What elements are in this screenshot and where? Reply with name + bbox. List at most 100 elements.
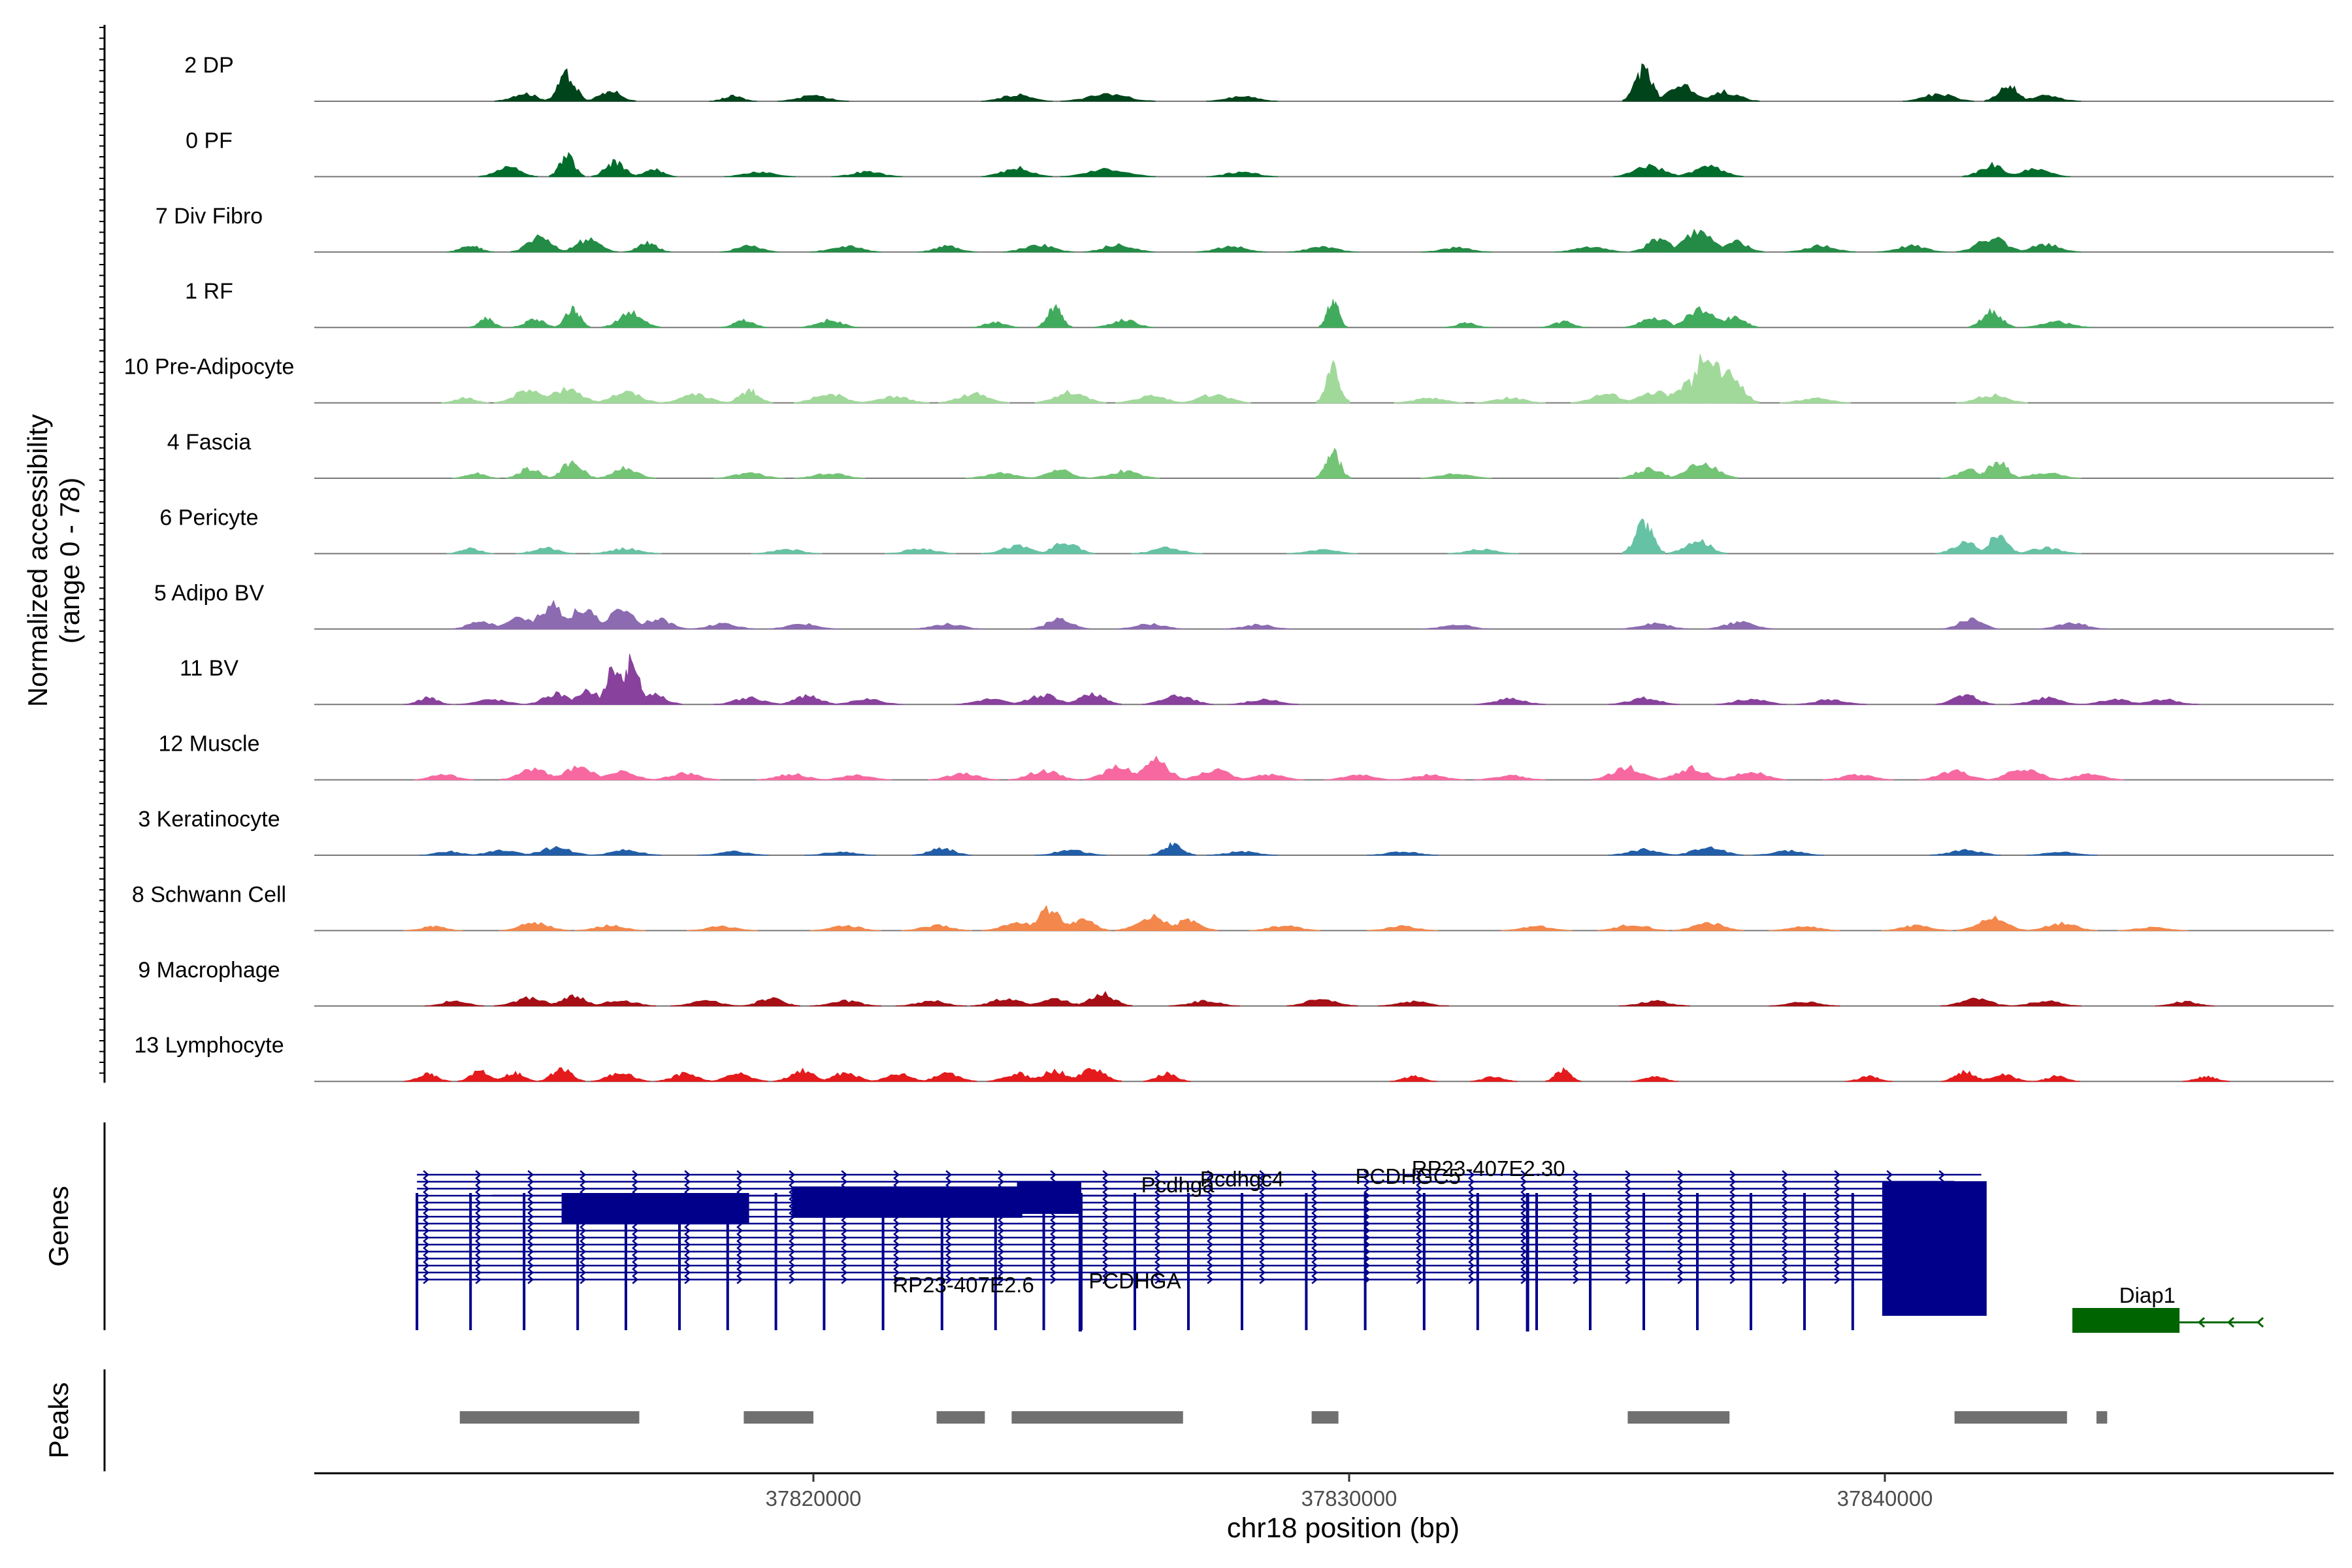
strand-arrow <box>736 1226 743 1235</box>
strand-arrow <box>1573 1240 1580 1249</box>
coverage-peak <box>965 472 1037 479</box>
strand-arrow <box>1311 1247 1318 1256</box>
strand-arrow <box>736 1254 743 1264</box>
strand-arrow <box>1782 1205 1789 1215</box>
strand-arrow <box>1102 1240 1109 1249</box>
strand-arrow <box>527 1261 534 1271</box>
strand-arrow <box>475 1198 482 1207</box>
coverage-peak <box>601 310 661 328</box>
coverage-peak <box>1073 990 1133 1007</box>
strand-arrow <box>632 1240 639 1249</box>
coverage-peak <box>404 1072 452 1082</box>
coverage-peak <box>938 391 1010 404</box>
coverage-peak <box>740 997 800 1007</box>
coverage-peak <box>1881 924 1953 931</box>
coverage-peak <box>1249 925 1321 931</box>
coverage-peak <box>1973 534 2021 554</box>
strand-arrow <box>998 1177 1005 1186</box>
strand-arrow <box>1834 1247 1841 1256</box>
strand-arrow <box>423 1275 430 1284</box>
strand-arrow <box>1154 1275 1162 1284</box>
exon-tick <box>1422 1193 1426 1330</box>
strand-arrow <box>841 1177 848 1186</box>
strand-arrow <box>1259 1240 1266 1249</box>
coverage-peak <box>1316 360 1350 404</box>
coverage-peak <box>1903 93 1974 102</box>
strand-arrow <box>789 1170 796 1179</box>
strand-arrow <box>1364 1177 1371 1186</box>
strand-arrow <box>632 1247 639 1256</box>
exon-tick <box>726 1193 729 1330</box>
strand-arrow <box>789 1267 796 1277</box>
coverage-peak <box>1940 617 2001 630</box>
coverage-peak <box>1377 1000 1450 1007</box>
strand-arrow <box>1782 1198 1789 1207</box>
strand-arrow <box>1207 1218 1214 1228</box>
strand-arrow <box>684 1247 691 1256</box>
strand-arrow <box>893 1275 900 1284</box>
coverage-peak <box>1752 849 1825 856</box>
coverage-peak <box>1795 698 1867 705</box>
strand-arrow <box>1207 1275 1214 1284</box>
strand-arrow <box>423 1261 430 1271</box>
coverage-peak <box>1973 461 2021 479</box>
peaks-panel: Peaks <box>43 1369 2108 1471</box>
strand-arrow <box>527 1184 534 1194</box>
strand-arrow <box>1782 1247 1789 1256</box>
track-area <box>419 841 2098 856</box>
coverage-peak <box>1233 773 1305 781</box>
coverage-peak <box>1036 304 1073 328</box>
strand-arrow <box>580 1275 587 1284</box>
strand-arrow <box>1573 1177 1580 1186</box>
strand-arrow <box>998 1226 1005 1235</box>
strand-arrow <box>1573 1254 1580 1264</box>
strand-arrow <box>1154 1261 1162 1271</box>
strand-arrow <box>1468 1184 1475 1194</box>
track-area <box>451 448 2082 479</box>
strand-arrow <box>1625 1184 1632 1194</box>
exon-block <box>1882 1181 1987 1316</box>
coverage-peak <box>778 694 838 705</box>
coverage-peak <box>1394 774 1465 781</box>
x-tick-label: 37840000 <box>1837 1486 1933 1511</box>
strand-arrow <box>789 1254 796 1264</box>
exon-tick <box>1187 1193 1190 1330</box>
strand-arrow <box>1834 1184 1841 1194</box>
strand-arrow <box>1625 1240 1632 1249</box>
strand-arrow <box>1782 1226 1789 1235</box>
exon-tick <box>625 1193 627 1330</box>
strand-arrow <box>1573 1247 1580 1256</box>
coverage-peak <box>1988 769 2060 781</box>
coverage-peak <box>545 68 589 102</box>
coverage-peak <box>1286 999 1358 1007</box>
exon-tick <box>678 1193 681 1330</box>
coverage-peak <box>590 547 662 554</box>
strand-arrow <box>1468 1226 1475 1235</box>
strand-arrow <box>893 1261 900 1271</box>
exon-tick <box>1589 1193 1592 1330</box>
track-area <box>446 518 2082 554</box>
exon-block <box>792 1186 1022 1218</box>
coverage-peak <box>927 772 1000 781</box>
strand-arrow <box>1050 1212 1057 1222</box>
coverage-peak <box>2032 1075 2080 1082</box>
coverage-peak <box>713 472 785 479</box>
track-area <box>414 755 2125 781</box>
coverage-peak <box>1206 95 1278 102</box>
strand-arrow <box>1102 1170 1109 1179</box>
coverage-peak <box>912 847 972 856</box>
exon-tick <box>1526 1193 1529 1331</box>
coverage-peak <box>1622 518 1665 554</box>
strand-arrow <box>893 1254 900 1264</box>
coverage-peak <box>1420 625 1492 630</box>
peak-region <box>1627 1411 1730 1424</box>
coverage-peak <box>1083 243 1155 253</box>
coverage-peak <box>1367 851 1439 856</box>
coverage-peak <box>809 245 881 253</box>
coverage-peak <box>414 774 474 781</box>
strand-arrow <box>1729 1261 1737 1271</box>
strand-arrow <box>423 1240 430 1249</box>
strand-arrow <box>1625 1247 1632 1256</box>
